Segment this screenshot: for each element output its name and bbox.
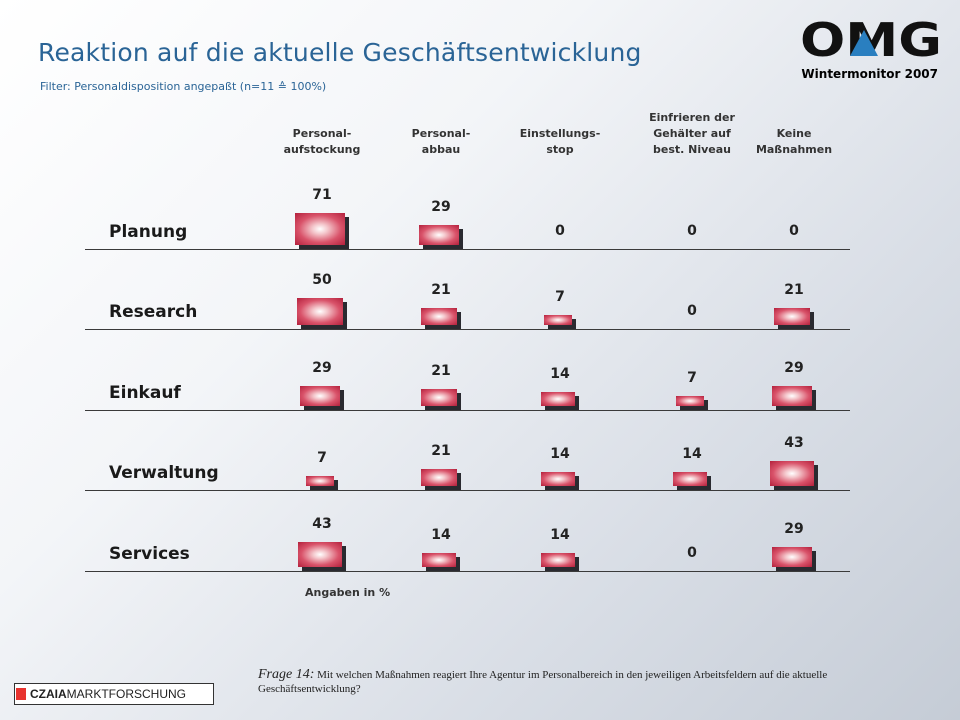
row-label: Research [109,302,198,322]
bar [297,542,347,571]
value-label: 21 [431,362,451,379]
value-label: 7 [687,369,697,386]
bar [772,546,816,571]
question-label: Frage 14: [258,667,315,682]
value-label: 43 [784,435,804,452]
value-label: 71 [312,187,332,203]
bar [300,385,344,410]
question-body: Mit welchen Maßnahmen reagiert Ihre Agen… [258,669,828,695]
unit-note: Angaben in % [305,586,391,599]
brand-badge: CZAIA MARKTFORSCHUNG [14,683,214,705]
bar [295,213,349,249]
page-title: Reaktion auf die aktuelle Geschäftsentwi… [38,38,642,67]
column-header: Personal-abbau [411,127,471,156]
wintermonitor-label: Wintermonitor 2007 [801,67,938,81]
column-header: Keine Maßnahmen [755,127,833,156]
value-label: 29 [784,520,804,537]
value-label: 21 [431,281,451,298]
column-header: Einfrieren der Gehälter auf best. Niveau [649,111,735,156]
value-label: 43 [312,516,332,533]
bar [543,314,576,329]
value-label: 29 [431,198,451,215]
value-label: 0 [687,545,697,561]
brand-rest: MARKTFORSCHUNG [66,687,187,701]
value-label: 50 [312,272,332,289]
row-divider [85,490,850,491]
value-label: 14 [550,526,570,543]
row-divider [85,571,850,572]
filter-text: Filter: Personaldisposition angepaßt (n=… [40,80,327,93]
row-divider [85,249,850,250]
value-label: 14 [550,365,570,382]
value-label: 0 [789,223,799,239]
bar [420,307,462,329]
bar [541,471,579,490]
bar [541,391,579,410]
bar [420,468,462,490]
value-label: 0 [687,223,697,239]
question-text: Frage 14: Mit welchen Maßnahmen reagiert… [258,668,878,696]
brand-square-icon [16,688,26,700]
value-label: 7 [317,449,327,466]
value-label: 0 [555,223,565,239]
value-label: 7 [555,288,565,305]
row-label: Einkauf [109,383,181,403]
bar [772,385,816,410]
value-label: 14 [550,445,570,462]
value-label: 21 [784,281,804,298]
omg-logo: OMG [800,16,942,62]
row-label: Verwaltung [109,463,219,483]
row-divider [85,410,850,411]
column-header: Einstellungs-stop [519,127,601,156]
row-label: Planung [109,222,188,242]
value-label: 29 [312,359,332,376]
row-label: Services [109,544,190,564]
bar [422,552,460,571]
value-label: 14 [431,526,451,543]
bar [419,224,463,249]
column-header: Personal-aufstockung [283,127,361,156]
row-divider [85,329,850,330]
value-label: 0 [687,303,697,319]
value-label: 21 [431,442,451,459]
bar [297,298,347,329]
bar [769,461,819,490]
value-label: 14 [682,445,702,462]
value-label: 29 [784,359,804,376]
bar [673,471,711,490]
bar [541,552,579,571]
bar [305,475,338,490]
bar [675,395,708,410]
bar [773,307,815,329]
brand-bold: CZAIA [30,687,67,701]
bar [420,388,462,410]
